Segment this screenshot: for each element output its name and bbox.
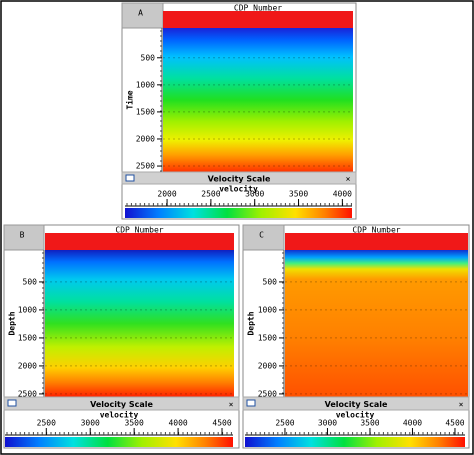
scale-tick-label: 4000 bbox=[403, 419, 422, 428]
scale-tick-label: 2000 bbox=[157, 190, 176, 199]
velocity-plot bbox=[163, 28, 353, 172]
scale-title: Velocity Scale bbox=[325, 400, 388, 409]
scale-title: Velocity Scale bbox=[208, 175, 271, 184]
header-text: CDP Number bbox=[234, 4, 282, 13]
panel-label: B bbox=[20, 231, 25, 240]
colorbar bbox=[125, 208, 352, 218]
scale-tick-label: 2500 bbox=[201, 190, 220, 199]
scale-tick-label: 3000 bbox=[245, 190, 264, 199]
scale-tick-label: 4000 bbox=[168, 419, 187, 428]
velocity-plot bbox=[45, 250, 234, 397]
scale-tick-label: 3000 bbox=[81, 419, 100, 428]
panel-label: C bbox=[259, 231, 264, 240]
y-tick-label: 2500 bbox=[18, 389, 37, 398]
y-tick-label: 500 bbox=[141, 53, 156, 62]
colorbar bbox=[245, 437, 465, 447]
header-text: CDP Number bbox=[115, 226, 163, 235]
y-tick-label: 2000 bbox=[18, 361, 37, 370]
y-axis-label: Time bbox=[125, 90, 135, 109]
scale-tick-label: 3500 bbox=[125, 419, 144, 428]
y-axis-label: Depth bbox=[8, 311, 17, 335]
scale-title-bar bbox=[121, 171, 357, 185]
y-axis-label: Depth bbox=[247, 311, 256, 335]
velocity-plot bbox=[285, 250, 468, 397]
y-tick-label: 1000 bbox=[258, 305, 277, 314]
y-tick-label: 1500 bbox=[258, 333, 277, 342]
scale-tick-label: 2500 bbox=[37, 419, 56, 428]
panel-label-box bbox=[3, 224, 45, 251]
scale-axis-label: velocity bbox=[336, 410, 375, 420]
y-tick-label: 2000 bbox=[136, 134, 155, 143]
close-button[interactable]: × bbox=[346, 175, 351, 184]
header-bar bbox=[163, 11, 353, 28]
y-tick-label: 2000 bbox=[258, 361, 277, 370]
header-text: CDP Number bbox=[352, 226, 400, 235]
y-tick-label: 2500 bbox=[258, 389, 277, 398]
header-bar bbox=[285, 233, 468, 250]
scale-tick-label: 3500 bbox=[289, 190, 308, 199]
panel-label-box bbox=[242, 224, 285, 251]
scale-axis-label: velocity bbox=[100, 410, 139, 420]
y-tick-label: 1500 bbox=[136, 107, 155, 116]
window-icon bbox=[125, 174, 135, 182]
scale-axis-label: velocity bbox=[219, 184, 258, 194]
y-tick-label: 2500 bbox=[136, 162, 155, 171]
y-tick-label: 1500 bbox=[18, 333, 37, 342]
scale-tick-label: 3000 bbox=[318, 419, 337, 428]
y-tick-label: 1000 bbox=[18, 305, 37, 314]
close-button[interactable]: × bbox=[229, 400, 234, 409]
scale-tick-label: 4000 bbox=[333, 190, 352, 199]
close-button[interactable]: × bbox=[459, 400, 464, 409]
scale-title-bar bbox=[3, 396, 240, 411]
panel-label: A bbox=[138, 9, 143, 18]
y-tick-label: 1000 bbox=[136, 80, 155, 89]
scale-tick-label: 4500 bbox=[445, 419, 464, 428]
panel-label-box bbox=[121, 2, 164, 29]
colorbar bbox=[5, 437, 233, 447]
scale-title: Velocity Scale bbox=[90, 400, 153, 409]
y-tick-label: 500 bbox=[263, 277, 278, 286]
header-bar bbox=[45, 233, 234, 250]
y-tick-label: 500 bbox=[23, 277, 38, 286]
scale-title-bar bbox=[242, 396, 470, 411]
window-icon bbox=[246, 399, 256, 407]
window-icon bbox=[7, 399, 17, 407]
scale-tick-label: 3500 bbox=[360, 419, 379, 428]
scale-tick-label: 2500 bbox=[275, 419, 294, 428]
scale-tick-label: 4500 bbox=[212, 419, 231, 428]
